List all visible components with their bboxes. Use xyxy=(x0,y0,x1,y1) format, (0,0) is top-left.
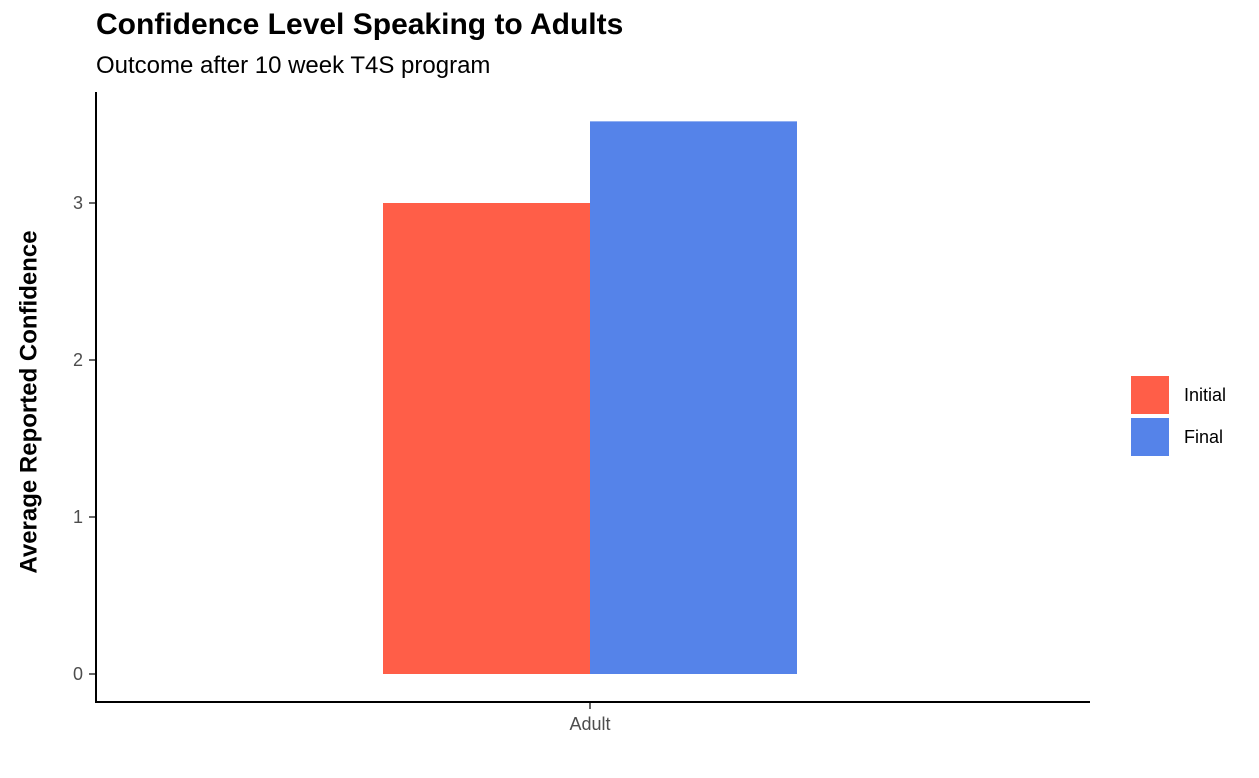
chart-title: Confidence Level Speaking to Adults xyxy=(96,8,624,41)
legend-label-initial: Initial xyxy=(1184,385,1226,405)
chart-subtitle: Outcome after 10 week T4S program xyxy=(96,52,491,79)
legend-label-final: Final xyxy=(1184,427,1223,447)
y-tick-label: 2 xyxy=(73,350,83,370)
bars xyxy=(383,121,797,675)
bar-final-adult xyxy=(590,121,797,675)
legend: Initial Final xyxy=(1131,376,1226,456)
x-tick-label: Adult xyxy=(569,714,610,734)
y-tick-label: 0 xyxy=(73,664,83,684)
y-axis-title: Average Reported Confidence xyxy=(15,230,42,573)
x-axis-ticks: Adult xyxy=(569,702,611,734)
bar-initial-adult xyxy=(383,203,590,674)
y-tick-label: 1 xyxy=(73,507,83,527)
y-tick-label: 3 xyxy=(73,193,83,213)
y-axis-ticks: 0 1 2 3 xyxy=(73,193,96,684)
legend-key-initial xyxy=(1131,376,1169,414)
legend-key-final xyxy=(1131,418,1169,456)
